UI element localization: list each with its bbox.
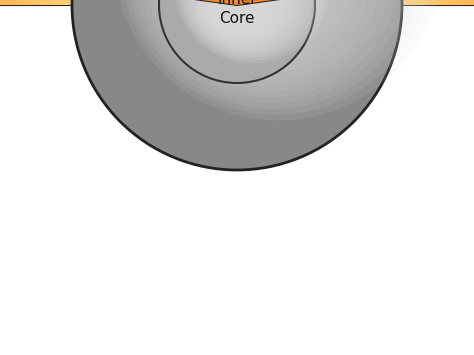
Wedge shape	[52, 0, 422, 5]
Circle shape	[150, 0, 382, 86]
Circle shape	[200, 0, 299, 40]
Wedge shape	[0, 0, 474, 5]
Circle shape	[191, 0, 301, 49]
Wedge shape	[0, 0, 474, 5]
Wedge shape	[1, 0, 473, 5]
Wedge shape	[37, 0, 437, 5]
Wedge shape	[0, 0, 474, 5]
Circle shape	[184, 0, 313, 55]
Wedge shape	[0, 0, 474, 5]
Circle shape	[188, 0, 319, 51]
Wedge shape	[0, 0, 474, 5]
Wedge shape	[23, 0, 451, 5]
Wedge shape	[0, 0, 474, 5]
Circle shape	[132, 0, 412, 103]
Wedge shape	[0, 0, 474, 5]
Wedge shape	[0, 0, 474, 5]
Circle shape	[181, 0, 319, 58]
Circle shape	[169, 0, 350, 69]
Circle shape	[219, 0, 268, 22]
Wedge shape	[9, 0, 465, 5]
Wedge shape	[0, 0, 474, 5]
Circle shape	[119, 0, 433, 115]
Wedge shape	[0, 0, 474, 5]
Circle shape	[72, 0, 402, 170]
Circle shape	[194, 0, 295, 46]
Circle shape	[201, 0, 284, 40]
Wedge shape	[60, 0, 414, 5]
Wedge shape	[0, 0, 474, 5]
Wedge shape	[0, 0, 474, 5]
Circle shape	[206, 0, 289, 34]
Circle shape	[207, 0, 272, 34]
Circle shape	[156, 0, 371, 80]
Circle shape	[197, 0, 290, 43]
Circle shape	[138, 0, 402, 97]
Wedge shape	[0, 0, 474, 5]
Circle shape	[212, 0, 278, 28]
Wedge shape	[30, 0, 444, 5]
Circle shape	[174, 0, 330, 64]
Circle shape	[188, 0, 307, 52]
Wedge shape	[0, 0, 474, 5]
Wedge shape	[0, 0, 474, 5]
Circle shape	[204, 0, 278, 37]
Circle shape	[126, 0, 423, 109]
Text: Inner
Core: Inner Core	[217, 0, 257, 26]
Wedge shape	[0, 0, 474, 5]
Circle shape	[194, 0, 309, 45]
Wedge shape	[16, 0, 458, 5]
Wedge shape	[0, 0, 474, 5]
Circle shape	[113, 0, 443, 120]
Wedge shape	[0, 0, 474, 5]
Circle shape	[182, 0, 330, 57]
Wedge shape	[0, 0, 474, 5]
Circle shape	[159, 0, 315, 83]
Circle shape	[178, 0, 325, 61]
Circle shape	[175, 0, 340, 63]
Wedge shape	[0, 0, 474, 5]
Circle shape	[144, 0, 392, 92]
Wedge shape	[0, 0, 474, 5]
Wedge shape	[0, 0, 474, 5]
Wedge shape	[0, 0, 474, 5]
Circle shape	[163, 0, 361, 74]
Wedge shape	[45, 0, 429, 5]
Wedge shape	[0, 0, 474, 5]
